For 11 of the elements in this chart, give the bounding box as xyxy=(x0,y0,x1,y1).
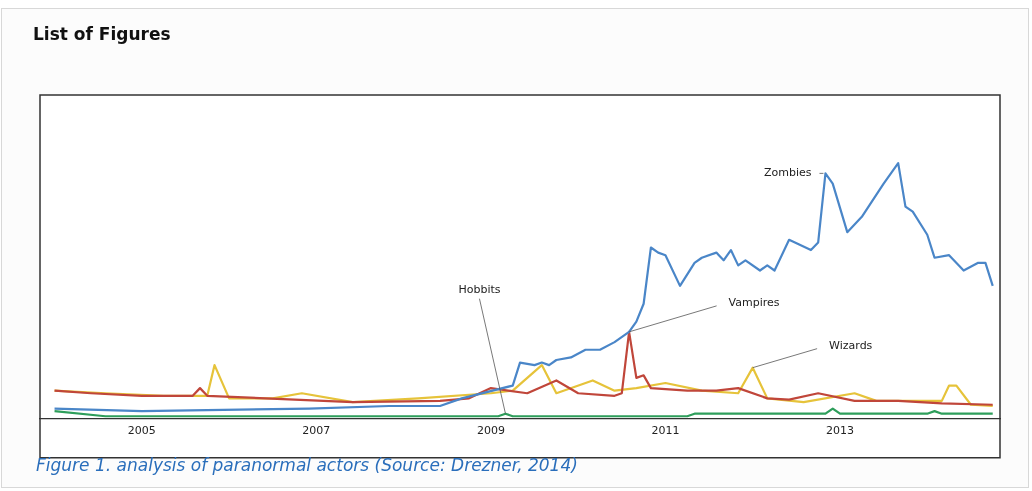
chart-title: List of Figures xyxy=(33,24,171,44)
x-tick-label: 2009 xyxy=(476,424,505,438)
caption: Figure 1. analysis of paranormal actors (Source: Drezner, 2014) xyxy=(36,455,578,475)
x-tick-label: 2007 xyxy=(302,424,331,438)
text: Wizards xyxy=(829,338,873,352)
text: Vampires xyxy=(728,295,780,309)
text: Hobbits xyxy=(458,282,501,296)
series-label: Zombies xyxy=(763,166,812,180)
x-tick-label: 2005 xyxy=(127,424,156,438)
x-tick-label: 2011 xyxy=(651,424,680,438)
x-tick-label: 2013 xyxy=(826,424,854,438)
